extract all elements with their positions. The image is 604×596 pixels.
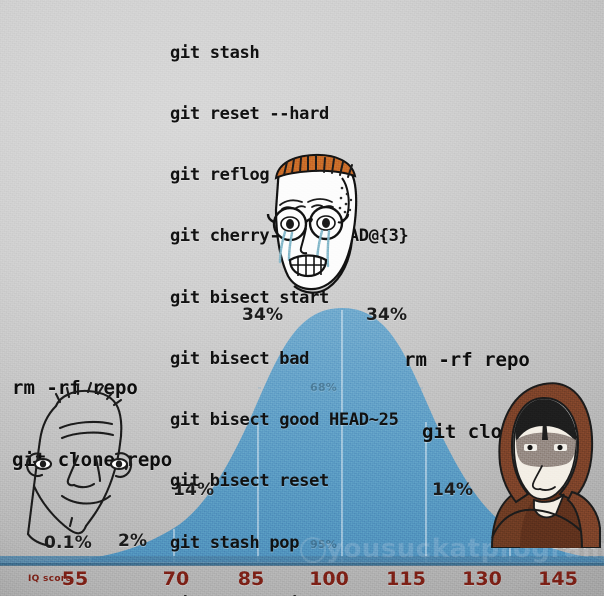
git-command-line: git reflog <box>170 165 270 186</box>
axis-tick-145: 145 <box>538 568 578 590</box>
percent-label-68-inner: 68% <box>310 381 337 394</box>
axis-tick-100: 100 <box>309 568 349 590</box>
git-command-line: git bisect start <box>170 287 329 308</box>
percent-label-34-left: 34% <box>242 305 284 325</box>
git-command-line: git bisect good HEAD~25 <box>170 410 399 431</box>
normal-distribution-area <box>0 308 604 562</box>
percent-label-0-1-left: 0.1% <box>44 533 92 553</box>
crying-soyjak-character <box>266 153 358 294</box>
percent-label-14-left: 14% <box>173 480 215 500</box>
percent-label-34-right: 34% <box>366 305 408 325</box>
axis-tick-130: 130 <box>462 568 502 590</box>
caption-right-line1: rm -rf repo <box>404 349 530 371</box>
axis-tick-115: 115 <box>386 568 426 590</box>
git-command-line: git stash pop <box>170 532 300 553</box>
caption-left: rm -rf repo git clone repo <box>12 328 172 520</box>
brainlet-wojak-character <box>25 381 133 548</box>
git-command-line: git bisect reset <box>170 471 329 492</box>
axis-tick-55: 55 <box>61 568 89 590</box>
axis-title-iq-score: IQ score <box>28 574 72 584</box>
axis-tick-70: 70 <box>162 568 190 590</box>
axis-tick-85: 85 <box>237 568 265 590</box>
git-command-line: git bisect bad <box>170 348 310 369</box>
percent-label-2-left: 2% <box>118 531 148 551</box>
watermark-logo <box>300 537 326 563</box>
git-command-line: git rebase -i --abort <box>170 594 418 596</box>
caption-left-line2: git clone repo <box>12 449 173 471</box>
axis-baseline-shadow <box>0 563 604 566</box>
axis-baseline-band <box>0 556 604 565</box>
git-command-line: git reset --hard <box>170 104 329 125</box>
hooded-wojak-character <box>490 382 601 548</box>
percent-label-14-right: 14% <box>432 480 474 500</box>
git-command-line: git stash <box>170 42 260 63</box>
